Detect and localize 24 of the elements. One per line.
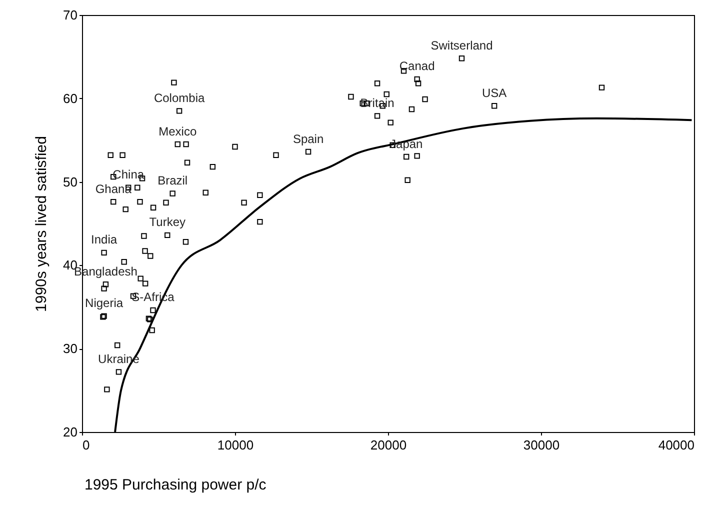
x-tick-label: 20000: [370, 438, 407, 452]
annotation: USA: [482, 86, 507, 100]
y-tick-label: 50: [63, 174, 78, 190]
annotation: Mexico: [158, 124, 197, 138]
annotation: Colombia: [154, 90, 205, 105]
annotation: Switserland: [430, 38, 493, 52]
annotation: Ghana: [95, 182, 132, 196]
annotation: China: [112, 168, 144, 182]
x-tick-label: 10000: [217, 438, 254, 452]
y-axis-title: 1990s years lived satisfied: [33, 136, 50, 312]
x-tick-label: 30000: [523, 438, 560, 452]
annotation: Spain: [292, 132, 324, 146]
y-tick-label: 30: [63, 341, 78, 356]
annotation: Turkey: [149, 215, 186, 230]
x-axis-title: 1995 Purchasing power p/c: [84, 476, 267, 494]
x-tick-label: 40000: [658, 438, 694, 452]
annotation: India: [91, 232, 118, 247]
y-tick-label: 20: [63, 424, 78, 440]
y-tick-label: 70: [63, 8, 78, 22]
annotation: Brazil: [158, 173, 188, 188]
y-tick-label: 60: [63, 90, 78, 106]
annotation: Canad: [399, 59, 435, 74]
annotation: Nigeria: [85, 296, 124, 310]
x-tick-label: 0: [82, 438, 90, 452]
